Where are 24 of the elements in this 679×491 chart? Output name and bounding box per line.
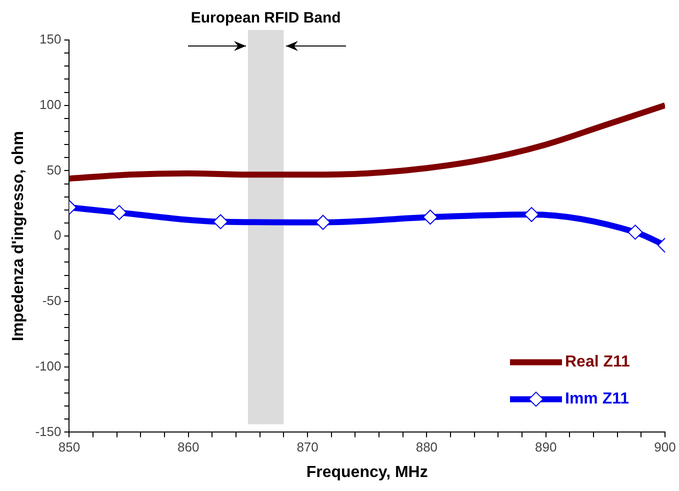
y-tick-label: -50 [42, 293, 62, 308]
y-axis-title: Impedenza d'ingresso, ohm [10, 131, 28, 342]
x-tick-label: 880 [416, 440, 438, 455]
y-tick-label: -100 [35, 358, 62, 374]
y-tick-label: 0 [54, 228, 62, 243]
legend-label: Imm Z11 [565, 390, 630, 408]
y-tick-label: 100 [40, 96, 62, 112]
legend-label: Real Z11 [565, 354, 630, 371]
x-tick-label: 870 [296, 440, 318, 455]
x-tick-label: 850 [58, 440, 80, 455]
x-tick-label: 900 [654, 440, 676, 455]
point [628, 224, 643, 240]
x-tick-label: 860 [178, 440, 200, 455]
y-tick-label: -150 [35, 424, 62, 439]
point [422, 210, 438, 225]
point [213, 214, 228, 230]
y-tick-label: 50 [46, 162, 62, 178]
y-tick-label: 150 [40, 32, 62, 47]
point [316, 214, 331, 230]
point [112, 205, 127, 220]
band-label: European RFID Band [190, 10, 341, 27]
x-tick-label: 890 [534, 440, 557, 455]
x-axis-title: Frequency, MHz [306, 464, 428, 481]
point [524, 207, 540, 222]
